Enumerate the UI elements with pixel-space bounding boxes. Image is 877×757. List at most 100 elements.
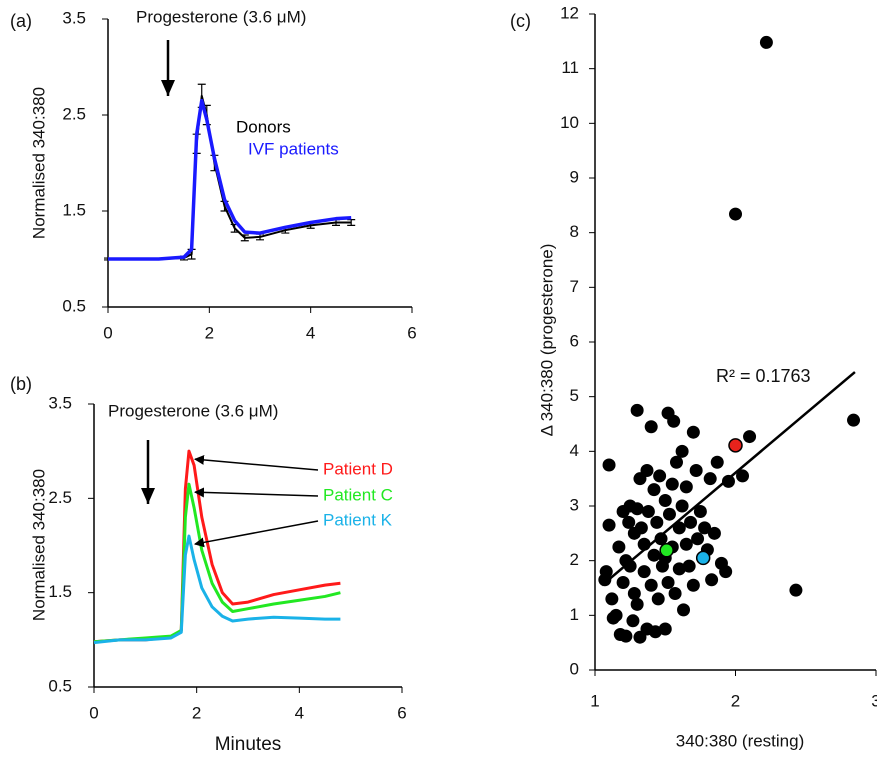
- scatter-point: [634, 521, 648, 535]
- y-tick-label: 1.5: [62, 200, 86, 219]
- scatter-point: [672, 562, 686, 576]
- scatter-point: [640, 463, 654, 477]
- scatter-point: [647, 548, 661, 562]
- scatter-point: [644, 420, 658, 434]
- scatter-point: [647, 483, 661, 497]
- y-tick-label: 0.5: [62, 296, 86, 315]
- x-tick-label: 0: [103, 323, 112, 342]
- pointer-arrow: [193, 454, 319, 471]
- scatter-point: [686, 578, 700, 592]
- y-tick-label: 6: [570, 331, 579, 350]
- scatter-point: [602, 458, 616, 472]
- y-tick-label: 1.5: [48, 582, 72, 601]
- scatter-point: [637, 565, 651, 579]
- y-axis-label: Normalised 340:380: [29, 469, 48, 621]
- y-tick-label: 11: [561, 58, 579, 77]
- series-line: [93, 482, 341, 644]
- scatter-point: [686, 425, 700, 439]
- scatter-point: [599, 565, 613, 579]
- scatter-point: [684, 515, 698, 529]
- scatter-point: [658, 494, 672, 508]
- scatter-point: [623, 559, 637, 573]
- y-tick-label: 3.5: [48, 393, 72, 412]
- y-tick-label: 0: [570, 659, 579, 678]
- annotation: Progesterone (3.6 μM): [108, 401, 278, 420]
- scatter-point: [650, 515, 664, 529]
- scatter-point: [627, 586, 641, 600]
- x-axis-label: 340:380 (resting): [676, 731, 805, 750]
- y-tick-label: 0.5: [48, 676, 72, 695]
- scatter-point: [689, 463, 703, 477]
- scatter-point: [651, 592, 665, 606]
- y-tick-label: 3: [570, 495, 579, 514]
- scatter-point: [616, 576, 630, 590]
- y-tick-label: 10: [560, 113, 579, 132]
- x-tick-label: 2: [192, 703, 201, 722]
- scatter-point: [759, 35, 773, 49]
- scatter-point: [630, 502, 644, 516]
- highlight-point: [728, 438, 743, 453]
- scatter-point: [679, 537, 693, 551]
- scatter-point: [705, 573, 719, 587]
- scatter-point: [602, 518, 616, 532]
- legend-label: Patient D: [323, 459, 393, 478]
- scatter-point: [789, 583, 803, 597]
- series-line: [93, 534, 341, 645]
- scatter-point: [707, 526, 721, 540]
- scatter-point: [677, 603, 691, 617]
- y-tick-label: 8: [570, 222, 579, 241]
- scatter-point: [662, 507, 676, 521]
- pointer-arrow: [193, 487, 319, 498]
- x-tick-label: 3: [871, 691, 877, 710]
- legend-label: Donors: [236, 117, 291, 136]
- scatter-point: [672, 521, 686, 535]
- scatter-point: [654, 532, 668, 546]
- y-tick-label: 2.5: [48, 488, 72, 507]
- scatter-point: [609, 608, 623, 622]
- y-tick-label: 3.5: [62, 8, 86, 27]
- y-tick-label: 1: [570, 605, 579, 624]
- scatter-point: [622, 515, 636, 529]
- scatter-point: [653, 469, 667, 483]
- highlight-point: [659, 543, 674, 558]
- scatter-point: [729, 207, 742, 221]
- legend-label: Patient K: [323, 510, 393, 529]
- x-tick-label: 6: [397, 703, 406, 722]
- pointer-arrow: [193, 520, 319, 548]
- y-tick-label: 4: [570, 441, 579, 460]
- series-line: [108, 94, 352, 260]
- scatter-point: [661, 576, 675, 590]
- scatter-point: [675, 499, 689, 513]
- scatter-point: [675, 444, 689, 458]
- scatter-point: [736, 469, 750, 483]
- scatter-point: [743, 430, 757, 444]
- scatter-point: [679, 480, 693, 494]
- x-tick-label: 0: [89, 703, 98, 722]
- panel-label: (b): [10, 374, 32, 394]
- y-tick-label: 2: [570, 550, 579, 569]
- x-tick-label: 2: [731, 691, 740, 710]
- x-tick-label: 1: [590, 691, 599, 710]
- panel-label: (a): [10, 11, 32, 31]
- scatter-point: [644, 578, 658, 592]
- scatter-point: [619, 629, 633, 643]
- annotation: Progesterone (3.6 μM): [136, 7, 306, 26]
- y-tick-label: 12: [560, 3, 579, 22]
- y-tick-label: 2.5: [62, 104, 86, 123]
- y-axis-label: Δ 340:380 (progesterone): [537, 244, 556, 437]
- scatter-point: [667, 414, 681, 428]
- annotation: R² = 0.1763: [716, 366, 811, 386]
- x-tick-label: 4: [295, 703, 304, 722]
- scatter-point: [648, 625, 662, 639]
- panel-label: (c): [510, 11, 531, 31]
- scatter-point: [691, 532, 705, 546]
- scatter-point: [693, 504, 707, 518]
- scatter-point: [630, 597, 644, 611]
- scatter-point: [682, 559, 696, 573]
- y-tick-label: 7: [570, 277, 579, 296]
- scatter-point: [665, 477, 679, 491]
- scatter-point: [605, 592, 619, 606]
- y-axis-label: Normalised 340:380: [29, 87, 48, 239]
